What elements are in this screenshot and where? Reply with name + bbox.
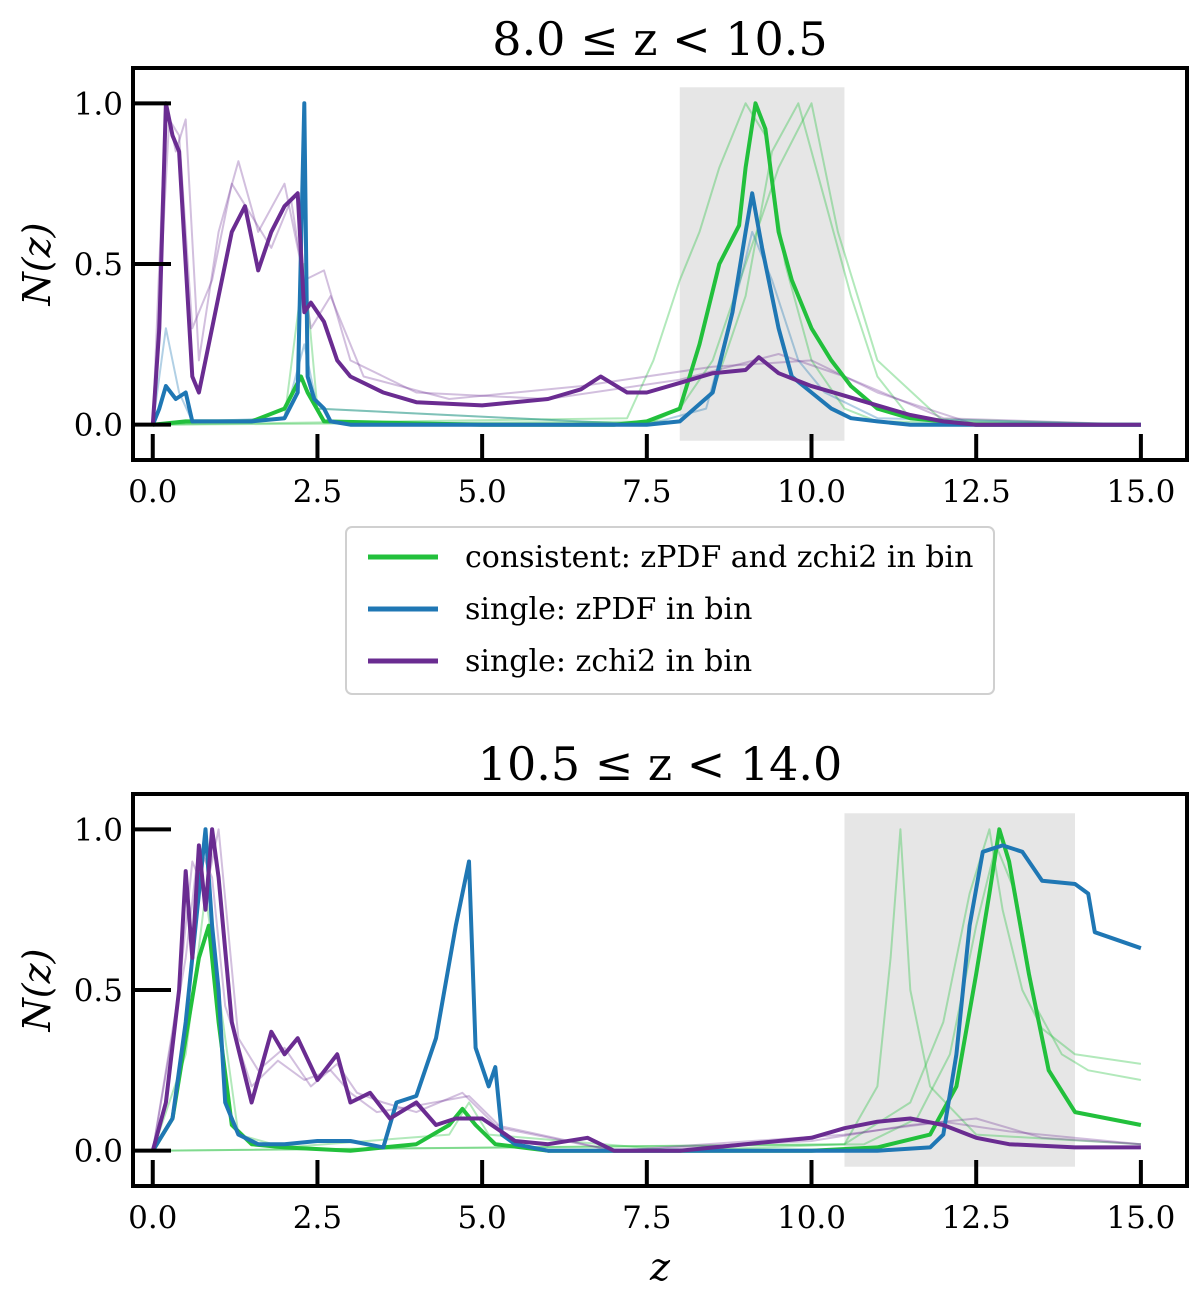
series-line-faint-chi2-2 (151, 844, 1141, 1152)
x-tick-label: 15.0 (1106, 474, 1175, 510)
series-line-consistent-zpdf-and-zchi2-in-bin (151, 827, 1142, 1153)
y-ticks: 0.0 0.5 1.0 (74, 812, 171, 1170)
x-ticks: 0.0 2.5 5.0 7.5 10.0 12.5 15.0 (128, 1160, 1175, 1236)
x-tick-label: 10.0 (777, 474, 846, 510)
series-line-single-zpdf-in-bin (151, 827, 1142, 1153)
legend-label-consistent: consistent: zPDF and zchi2 in bin (465, 540, 973, 575)
legend: consistent: zPDF and zchi2 in bin single… (345, 526, 995, 695)
shaded-bin-region (844, 813, 1076, 1167)
series-line-faint-chi2-2 (151, 118, 1141, 426)
x-tick-label: 12.5 (942, 1200, 1011, 1236)
x-tick-label: 5.0 (457, 1200, 506, 1236)
x-tick-label: 10.0 (777, 1200, 846, 1236)
x-tick-label: 0.0 (128, 1200, 177, 1236)
legend-label-single-chi2: single: zchi2 in bin (465, 644, 752, 679)
y-axis-label: N(z) (15, 223, 59, 307)
shaded-bin-region (679, 87, 845, 441)
legend-label-single-pdf: single: zPDF in bin (465, 592, 752, 627)
series-line-faint-consistent-2 (152, 828, 1142, 1152)
y-tick-label: 0.0 (74, 1134, 123, 1170)
panel-title: 10.5 ≤ z < 14.0 (478, 737, 843, 791)
y-tick-label: 0.5 (74, 247, 123, 283)
x-tick-label: 2.5 (293, 474, 342, 510)
y-tick-label: 0.0 (74, 408, 123, 444)
x-tick-label: 2.5 (293, 1200, 342, 1236)
plot-lines (150, 827, 1142, 1153)
x-tick-label: 5.0 (457, 474, 506, 510)
y-tick-label: 1.0 (74, 86, 123, 122)
x-tick-label: 0.0 (128, 474, 177, 510)
x-tick-label: 7.5 (622, 474, 671, 510)
series-line-single-zpdf-in-bin (150, 101, 1141, 427)
panel-title: 8.0 ≤ z < 10.5 (492, 12, 827, 66)
panel-bottom: 0.0 2.5 5.0 7.5 10.0 12.5 15.0 0.0 0.5 1.0 10.5 … (15, 737, 1189, 1289)
x-tick-label: 15.0 (1106, 1200, 1175, 1236)
panel-top: 0.0 2.5 5.0 7.5 10.0 12.5 15.0 0.0 0.5 1.0 8.0 ≤… (15, 12, 1189, 510)
x-tick-label: 7.5 (622, 1200, 671, 1236)
series-line-faint-pdf-1 (151, 230, 1141, 426)
y-tick-label: 0.5 (74, 973, 123, 1009)
x-ticks: 0.0 2.5 5.0 7.5 10.0 12.5 15.0 (128, 434, 1175, 510)
series-line-single-zchi2-in-bin (150, 101, 1141, 427)
x-tick-label: 12.5 (942, 474, 1011, 510)
series-line-single-zchi2-in-bin (150, 827, 1141, 1153)
legend-box (345, 526, 995, 695)
y-ticks: 0.0 0.5 1.0 (74, 86, 171, 444)
plot-lines (150, 101, 1141, 427)
y-tick-label: 1.0 (74, 812, 123, 848)
series-line-faint-consistent-2 (152, 102, 1141, 426)
x-axis-label: z (649, 1245, 671, 1289)
y-axis-label: N(z) (15, 949, 59, 1033)
